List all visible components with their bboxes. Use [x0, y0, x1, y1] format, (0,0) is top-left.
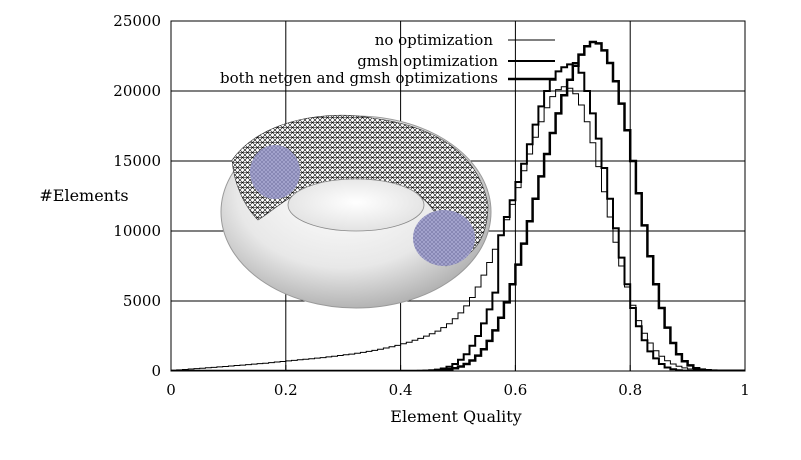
optimized-patch-right [413, 210, 475, 266]
x-tick-label: 1 [740, 381, 750, 399]
legend-label-gmsh-optimization: gmsh optimization [357, 52, 498, 70]
series-no-optimization [171, 86, 745, 371]
torus-mesh-image [220, 114, 492, 309]
plot-frame [170, 20, 746, 372]
y-tick-label: 20000 [113, 82, 161, 100]
series-gmsh-optimization [171, 62, 745, 371]
y-tick-label: 0 [151, 362, 161, 380]
series-both-optimizations [171, 40, 745, 371]
x-tick-label: 0.6 [503, 381, 527, 399]
x-tick-label: 0.8 [618, 381, 642, 399]
optimized-patch-left [250, 145, 300, 199]
y-tick-label: 5000 [123, 292, 161, 310]
legend: no optimization gmsh optimization both n… [220, 31, 555, 87]
x-tick-label: 0 [166, 381, 176, 399]
legend-label-both-optimizations: both netgen and gmsh optimizations [220, 69, 498, 87]
x-axis-title: Element Quality [390, 407, 521, 426]
y-tick-label: 15000 [113, 152, 161, 170]
y-tick-label: 25000 [113, 12, 161, 30]
torus-hole [287, 178, 425, 232]
y-tick-label: 10000 [113, 222, 161, 240]
series-group [171, 40, 745, 371]
axis-ticks: 0 0.2 0.4 0.6 0.8 1 0 5000 10000 15000 20000 25000 [113, 12, 749, 399]
y-axis-title: #Elements [39, 186, 128, 205]
x-tick-label: 0.2 [274, 381, 298, 399]
x-tick-label: 0.4 [389, 381, 413, 399]
legend-label-no-optimization: no optimization [375, 31, 494, 49]
